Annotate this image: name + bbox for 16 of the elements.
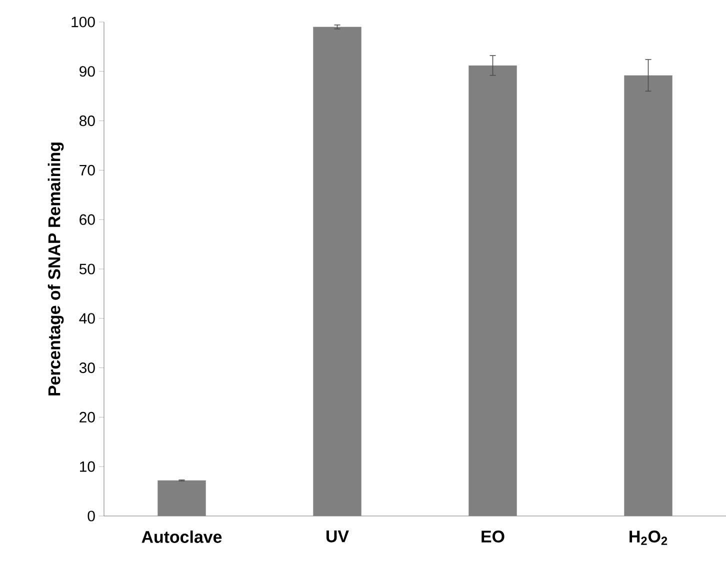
y-tick-label: 100 (72, 16, 95, 28)
y-tick-label: 60 (80, 214, 95, 225)
y-tick-label: 30 (79, 362, 95, 374)
y-tick-label: 70 (80, 164, 95, 176)
y-tick-label: 10 (80, 461, 95, 472)
x-tick-label: Autoclave (142, 530, 222, 543)
x-tick-label: EO (482, 530, 504, 543)
y-tick-label: 40 (79, 313, 95, 324)
y-tick-label: 0 (88, 510, 95, 522)
x-tick-label: UV (326, 530, 349, 542)
y-tick-label: 90 (80, 66, 95, 77)
y-tick-label: 20 (80, 412, 95, 422)
x-tick-label: H$_{2}$O$_{2}$ (630, 530, 668, 545)
y-axis-title: Percentage of SNAP Remaining (48, 142, 64, 396)
y-tick-label: 80 (80, 116, 95, 126)
y-tick-label: 50 (79, 264, 95, 274)
